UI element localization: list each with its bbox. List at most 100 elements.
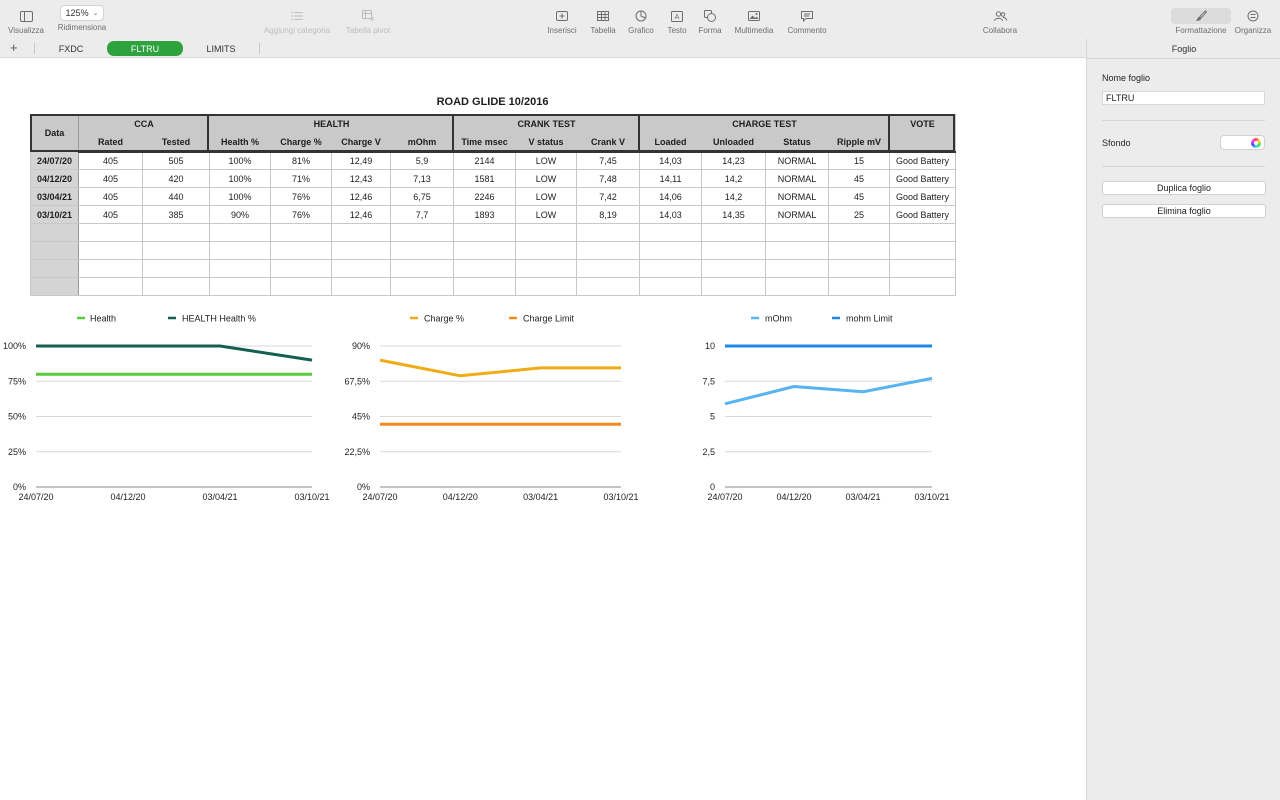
table-cell[interactable]: 100% <box>209 151 271 170</box>
tabella-button[interactable]: Tabella <box>588 0 618 39</box>
row-date-cell[interactable]: 24/07/20 <box>30 151 79 170</box>
commento-button[interactable]: Commento <box>784 0 830 39</box>
inserisci-button[interactable]: Inserisci <box>544 0 580 39</box>
table-cell[interactable]: 12,46 <box>331 187 391 206</box>
row-date-cell[interactable]: 03/10/21 <box>30 205 79 224</box>
table-cell[interactable]: 405 <box>78 169 143 188</box>
empty-cell[interactable] <box>576 223 641 242</box>
column-header[interactable]: Crank V <box>576 133 641 153</box>
table-cell[interactable]: 15 <box>828 151 891 170</box>
header-crank-test[interactable]: CRANK TEST <box>453 114 641 134</box>
empty-cell[interactable] <box>576 259 641 278</box>
empty-cell[interactable] <box>889 277 957 296</box>
empty-cell[interactable] <box>453 223 517 242</box>
column-header[interactable]: Unloaded <box>701 133 767 153</box>
table-cell[interactable]: 7,45 <box>576 151 641 170</box>
empty-cell[interactable] <box>515 277 578 296</box>
tab-limits[interactable]: LIMITS <box>206 43 236 54</box>
table-cell[interactable]: NORMAL <box>765 151 830 170</box>
table-cell[interactable]: 90% <box>209 205 271 224</box>
row-date-cell[interactable]: 04/12/20 <box>30 169 79 188</box>
delete-sheet-button[interactable]: Elimina foglio <box>1102 204 1266 218</box>
empty-cell[interactable] <box>270 259 332 278</box>
tab-fltru[interactable]: FLTRU <box>107 41 183 56</box>
table-cell[interactable]: 100% <box>209 169 271 188</box>
column-header[interactable]: Health % <box>209 133 271 153</box>
header-cca[interactable]: CCA <box>78 114 210 134</box>
empty-cell[interactable] <box>828 259 891 278</box>
table-cell[interactable]: 2144 <box>453 151 517 170</box>
header-data[interactable]: Data <box>30 114 79 152</box>
table-cell[interactable]: 7,48 <box>576 169 641 188</box>
table-cell[interactable]: NORMAL <box>765 187 830 206</box>
empty-cell[interactable] <box>142 277 210 296</box>
row-header-cell[interactable] <box>30 277 79 296</box>
sheet-name-input[interactable] <box>1102 91 1265 105</box>
table-cell[interactable]: 14,23 <box>701 151 767 170</box>
table-cell[interactable]: 405 <box>78 205 143 224</box>
table-cell[interactable]: 81% <box>270 151 332 170</box>
column-header[interactable]: Tested <box>142 133 210 153</box>
table-cell[interactable]: 14,03 <box>639 151 703 170</box>
table-cell[interactable]: Good Battery <box>889 205 957 224</box>
zoom-control[interactable]: 125% ⌄ Ridimensiona <box>56 0 108 39</box>
mohm-chart[interactable]: 0 2,5 5 7,5 10 24/07/20 04/12/20 03/04/21 03/10/… <box>695 305 965 510</box>
empty-cell[interactable] <box>576 241 641 260</box>
table-cell[interactable]: Good Battery <box>889 169 957 188</box>
empty-cell[interactable] <box>701 259 767 278</box>
empty-cell[interactable] <box>453 241 517 260</box>
empty-cell[interactable] <box>78 241 143 260</box>
empty-cell[interactable] <box>889 223 957 242</box>
empty-cell[interactable] <box>765 277 830 296</box>
empty-cell[interactable] <box>765 223 830 242</box>
header-health[interactable]: HEALTH <box>208 114 455 134</box>
empty-cell[interactable] <box>270 277 332 296</box>
empty-cell[interactable] <box>142 223 210 242</box>
table-cell[interactable]: 76% <box>270 187 332 206</box>
table-cell[interactable]: 14,11 <box>639 169 703 188</box>
empty-cell[interactable] <box>889 241 957 260</box>
table-cell[interactable]: LOW <box>515 169 578 188</box>
tabella-pivot-button[interactable]: Tabella pivot <box>344 0 392 39</box>
table-cell[interactable]: Good Battery <box>889 187 957 206</box>
table-cell[interactable]: NORMAL <box>765 205 830 224</box>
empty-cell[interactable] <box>331 277 391 296</box>
empty-cell[interactable] <box>639 223 703 242</box>
aggiungi-categoria-button[interactable]: Aggiungi categoria <box>262 0 332 39</box>
empty-cell[interactable] <box>701 241 767 260</box>
table-cell[interactable]: 45 <box>828 187 891 206</box>
table-cell[interactable]: 7,13 <box>389 169 455 188</box>
table-cell[interactable]: 14,03 <box>639 205 703 224</box>
table-cell[interactable]: 1893 <box>453 205 517 224</box>
duplicate-sheet-button[interactable]: Duplica foglio <box>1102 181 1266 195</box>
empty-cell[interactable] <box>515 259 578 278</box>
table-cell[interactable]: 100% <box>209 187 271 206</box>
multimedia-button[interactable]: Multimedia <box>732 0 776 39</box>
empty-cell[interactable] <box>78 259 143 278</box>
table-cell[interactable]: 76% <box>270 205 332 224</box>
table-cell[interactable]: 14,06 <box>639 187 703 206</box>
empty-cell[interactable] <box>453 259 517 278</box>
empty-cell[interactable] <box>389 277 455 296</box>
empty-cell[interactable] <box>331 223 391 242</box>
empty-cell[interactable] <box>209 223 271 242</box>
header-vote[interactable]: VOTE <box>889 114 957 134</box>
empty-cell[interactable] <box>639 277 703 296</box>
empty-cell[interactable] <box>765 241 830 260</box>
column-header[interactable]: Loaded <box>639 133 703 153</box>
table-cell[interactable]: 405 <box>78 151 143 170</box>
table-cell[interactable]: 45 <box>828 169 891 188</box>
column-header[interactable]: Time msec <box>453 133 517 153</box>
empty-cell[interactable] <box>515 241 578 260</box>
table-cell[interactable]: 6,75 <box>389 187 455 206</box>
column-header[interactable]: Charge % <box>270 133 332 153</box>
table-cell[interactable]: 25 <box>828 205 891 224</box>
table-cell[interactable]: 14,2 <box>701 187 767 206</box>
table-cell[interactable]: 440 <box>142 187 210 206</box>
empty-cell[interactable] <box>142 241 210 260</box>
empty-cell[interactable] <box>639 241 703 260</box>
column-header[interactable]: Status <box>765 133 830 153</box>
column-header-vote-blank[interactable] <box>889 133 957 153</box>
empty-cell[interactable] <box>209 277 271 296</box>
column-header[interactable]: Rated <box>78 133 143 153</box>
